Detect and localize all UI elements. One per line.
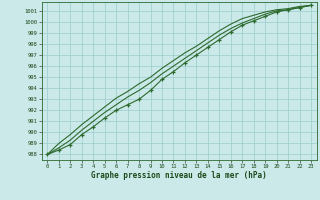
X-axis label: Graphe pression niveau de la mer (hPa): Graphe pression niveau de la mer (hPa) xyxy=(91,171,267,180)
